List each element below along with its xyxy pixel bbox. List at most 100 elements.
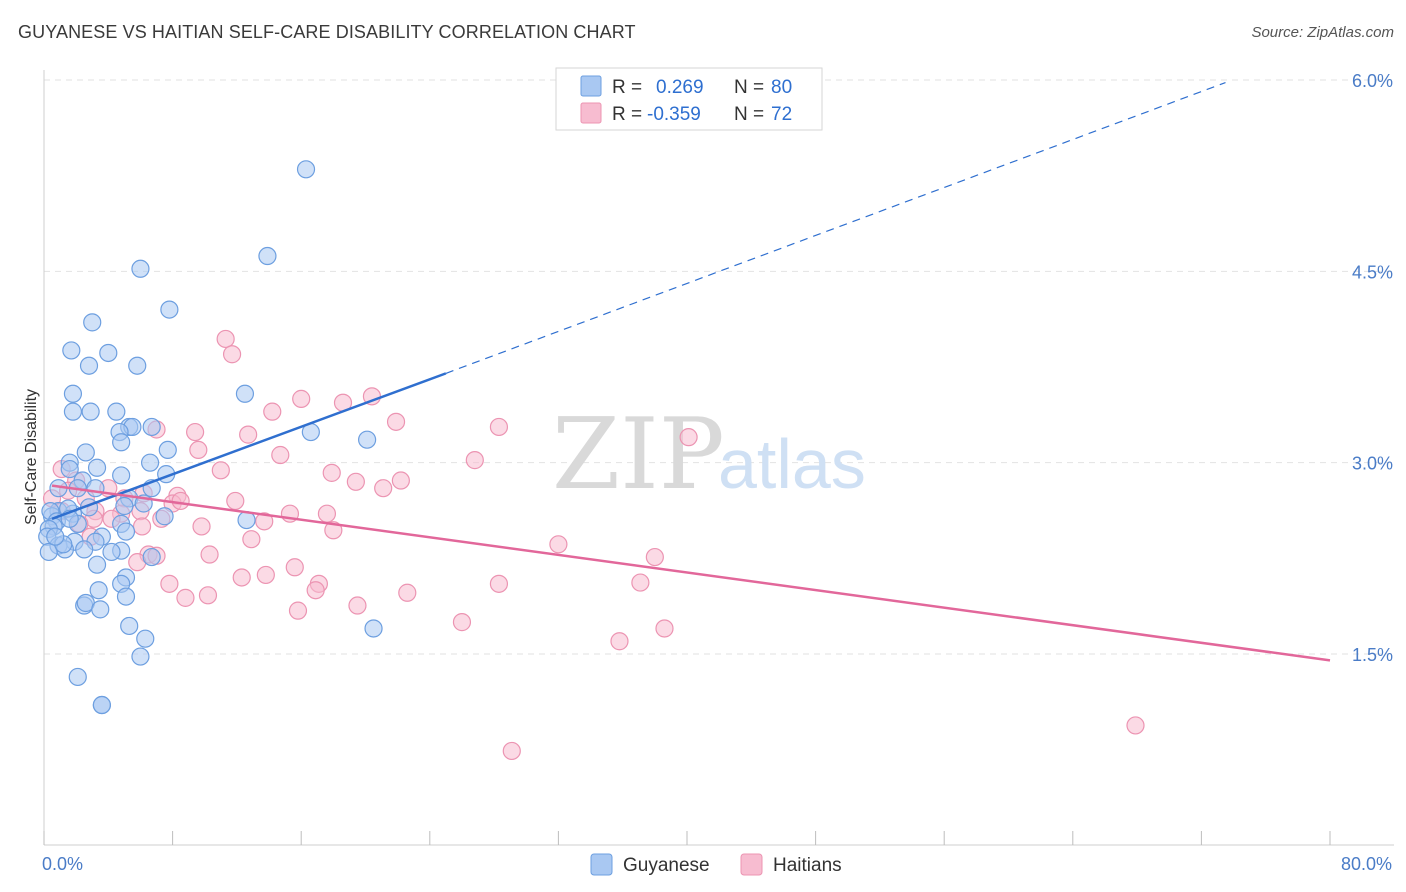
haitians-point [200, 545, 219, 564]
guyanese-point [116, 587, 136, 606]
chart-title: GUYANESE VS HAITIAN SELF-CARE DISABILITY… [18, 22, 636, 42]
guyanese-point [79, 356, 99, 375]
haitians-point [489, 574, 509, 593]
legend-n-label: N = [734, 77, 764, 98]
correlation-legend: R = 0.269 N = 80 R = -0.359 N = 72 [555, 67, 823, 131]
haitians-point [226, 491, 245, 511]
haitians-point [655, 619, 674, 638]
haitians-point [271, 445, 290, 465]
guyanese-point [358, 430, 377, 449]
haitians-point [502, 741, 521, 761]
guyanese-point [142, 547, 161, 567]
x-ticks [43, 831, 1331, 845]
haitians-point [232, 568, 251, 587]
legend-r-label: R = [612, 77, 642, 98]
guyanese-point [155, 507, 174, 526]
guyanese-point [120, 616, 139, 636]
guyanese-trendline-extension [445, 81, 1226, 374]
haitians-point [171, 491, 190, 511]
haitians-point [216, 329, 235, 349]
gridlines [44, 79, 1394, 655]
guyanese-points [38, 160, 383, 715]
series-legend: Guyanese Haitians [590, 853, 842, 876]
guyanese-point [102, 542, 121, 562]
x-tick-label-min: 0.0% [42, 854, 83, 874]
legend-r-value: 0.269 [656, 77, 704, 98]
haitians-point [610, 632, 629, 651]
y-tick-labels: 1.5% 3.0% 4.5% 6.0% [1352, 71, 1393, 665]
haitians-point [263, 402, 282, 421]
haitians-point [256, 565, 275, 585]
haitians-point [374, 479, 393, 498]
haitians-point [398, 583, 417, 602]
guyanese-point [115, 496, 134, 516]
guyanese-point [112, 433, 131, 452]
watermark-zip: ZIP [552, 398, 725, 512]
haitians-point [679, 428, 698, 447]
y-tick-label: 3.0% [1352, 454, 1393, 474]
guyanese-point [107, 402, 126, 421]
haitians-point [348, 596, 367, 615]
legend-swatch-haitians [740, 853, 763, 876]
guyanese-point [68, 667, 87, 687]
guyanese-point [116, 522, 136, 541]
guyanese-point [63, 402, 83, 421]
x-tick-label-max: 80.0% [1341, 854, 1392, 874]
guyanese-point [87, 555, 107, 574]
guyanese-point [87, 458, 107, 477]
haitians-point [211, 461, 230, 480]
haitians-point [242, 530, 261, 549]
haitians-point [645, 547, 664, 567]
guyanese-point [39, 542, 58, 562]
haitians-point [222, 345, 242, 364]
guyanese-point [128, 356, 147, 375]
guyanese-point [235, 384, 255, 403]
guyanese-point [364, 619, 383, 638]
haitians-point [549, 535, 568, 554]
haitians-point [189, 440, 208, 460]
guyanese-point [131, 647, 150, 666]
guyanese-point [81, 402, 100, 421]
y-axis-label: Self-Care Disability [23, 389, 40, 525]
haitians-point [192, 517, 211, 536]
guyanese-point [63, 384, 83, 403]
haitians-point [346, 472, 365, 491]
guyanese-point [89, 581, 108, 600]
haitians-point [306, 581, 325, 600]
trendlines [51, 81, 1331, 662]
watermark-atlas: atlas [718, 425, 866, 503]
legend-swatch-guyanese [580, 75, 602, 97]
legend-swatch-guyanese [590, 853, 613, 876]
legend-n-value: 72 [771, 104, 792, 125]
guyanese-point [60, 459, 79, 479]
guyanese-point [131, 259, 150, 278]
guyanese-point [296, 160, 316, 179]
legend-label-haitians: Haitians [773, 855, 842, 876]
haitians-point [1126, 716, 1145, 735]
haitians-point [160, 574, 179, 593]
haitians-point [198, 586, 218, 605]
legend-n-value: 80 [771, 77, 792, 98]
legend-r-value: -0.359 [647, 104, 701, 125]
haitians-point [317, 504, 337, 523]
guyanese-point [83, 313, 102, 332]
guyanese-point [92, 695, 111, 715]
guyanese-point [140, 453, 160, 472]
haitians-trendline [51, 484, 1331, 662]
y-tick-label: 1.5% [1352, 645, 1393, 665]
haitians-point [324, 521, 343, 540]
guyanese-point [258, 246, 277, 266]
haitians-point [322, 463, 341, 482]
guyanese-point [46, 527, 65, 546]
haitians-points [42, 329, 1145, 761]
guyanese-point [99, 343, 118, 363]
guyanese-point [75, 540, 94, 559]
guyanese-point [142, 417, 161, 437]
legend-label-guyanese: Guyanese [623, 855, 710, 876]
legend-swatch-haitians [580, 102, 602, 124]
haitians-point [186, 422, 205, 442]
haitians-point [239, 425, 258, 444]
guyanese-point [160, 300, 179, 319]
haitians-point [288, 601, 308, 620]
guyanese-point [62, 341, 81, 360]
